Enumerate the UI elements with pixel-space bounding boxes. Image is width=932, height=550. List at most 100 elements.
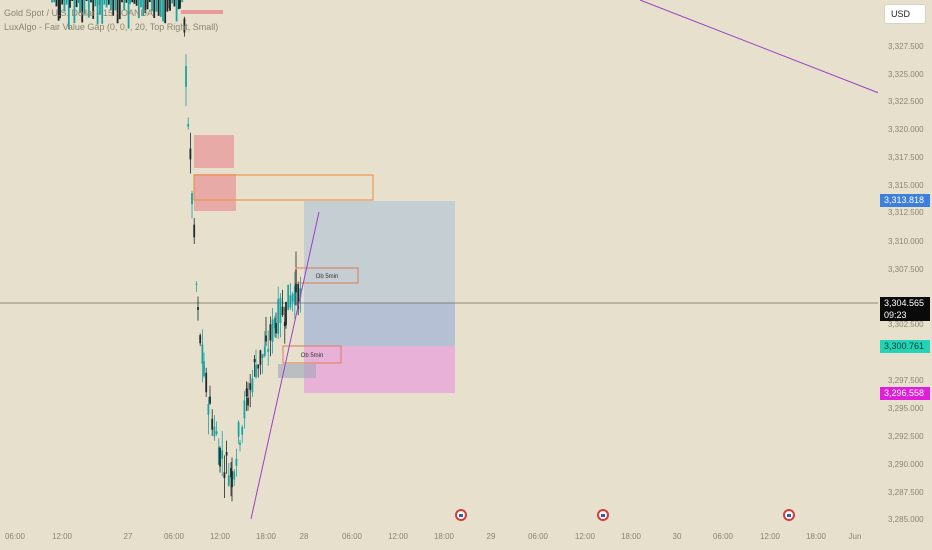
- candle-body: [148, 0, 151, 3]
- time-label: 18:00: [620, 532, 642, 541]
- supply-zone-upper: [194, 135, 234, 168]
- candle-body: [275, 322, 277, 334]
- current-price-value: 3,304.565: [884, 298, 925, 308]
- supply-zone-lower: [194, 174, 236, 211]
- candle-body: [225, 452, 228, 456]
- candle-body: [110, 0, 112, 11]
- time-label: 12:00: [209, 532, 231, 541]
- candle-body: [297, 284, 300, 309]
- time-label: 12:00: [759, 532, 781, 541]
- candle-body: [53, 0, 56, 3]
- candle-body: [101, 0, 104, 24]
- candle-body: [103, 0, 106, 5]
- time-label: 18:00: [255, 532, 277, 541]
- candle-body: [227, 475, 230, 486]
- chart-header: Gold Spot / U.S. Dollar · 15 · OANDA Lux…: [4, 6, 218, 34]
- candle-body: [151, 0, 153, 12]
- price-tick: 3,287.500: [888, 488, 924, 497]
- candle-body: [223, 472, 226, 479]
- candle-body: [231, 471, 233, 488]
- candle-body: [79, 0, 81, 13]
- time-label: 06:00: [4, 532, 26, 541]
- candle-body: [90, 0, 92, 3]
- candle-body: [83, 0, 86, 15]
- candle-body: [142, 0, 145, 16]
- price-tick: 3,307.500: [888, 265, 924, 274]
- header-marker: [181, 10, 223, 14]
- candle-body: [175, 0, 178, 22]
- candle-body: [146, 0, 149, 10]
- candle-body: [239, 442, 241, 445]
- candle-body: [155, 0, 158, 12]
- indicator-title[interactable]: LuxAlgo - Fair Value Gap (0, 0, , 20, To…: [4, 22, 219, 32]
- candle-body: [164, 0, 167, 24]
- us-flag-icon[interactable]: [597, 509, 609, 521]
- candle-body: [247, 397, 249, 406]
- bar-countdown: 09:23: [884, 310, 907, 320]
- ob-lower-box: [282, 345, 342, 364]
- candle-body: [179, 0, 181, 9]
- candle-body: [230, 468, 232, 478]
- candle-body: [127, 0, 130, 29]
- candle-body: [253, 359, 256, 363]
- candle-body: [217, 447, 220, 465]
- candle-body: [193, 224, 196, 238]
- candle-body: [201, 344, 204, 364]
- entry-price-tag: 3,300.761: [880, 340, 930, 353]
- us-flag-icon[interactable]: [455, 509, 467, 521]
- chart-area[interactable]: Ob 5min Ob 5min Gold Spot / U.S. Dollar ·…: [0, 0, 878, 526]
- candle-body: [203, 361, 205, 377]
- candle-body: [59, 0, 61, 19]
- price-tick: 3,325.000: [888, 70, 924, 79]
- time-axis[interactable]: [0, 526, 932, 550]
- price-tick: 3,317.500: [888, 153, 924, 162]
- candle-body: [135, 0, 138, 6]
- candle-body: [277, 299, 280, 334]
- time-label: 06:00: [163, 532, 185, 541]
- candle-body: [51, 0, 53, 3]
- candle-body: [219, 447, 221, 467]
- price-tick: 3,285.000: [888, 515, 924, 524]
- us-flag-icon[interactable]: [783, 509, 795, 521]
- price-tick: 3,297.500: [888, 376, 924, 385]
- candle-body: [251, 378, 254, 393]
- candle-body: [137, 0, 140, 19]
- candle-body: [107, 0, 110, 5]
- price-tick: 3,292.500: [888, 432, 924, 441]
- candle-body: [99, 0, 101, 15]
- candle-body: [191, 193, 193, 205]
- time-label: 06:00: [527, 532, 549, 541]
- candle-body: [197, 307, 199, 311]
- price-tick: 3,302.500: [888, 320, 924, 329]
- candle-body: [159, 0, 162, 17]
- price-tick: 3,290.000: [888, 460, 924, 469]
- candle-body: [129, 0, 131, 5]
- time-label: 12:00: [574, 532, 596, 541]
- candle-body: [166, 0, 169, 12]
- candlestick-plot[interactable]: Ob 5min Ob 5min: [0, 0, 878, 526]
- price-tick: 3,312.500: [888, 208, 924, 217]
- price-axis[interactable]: [878, 0, 932, 526]
- candle-body: [77, 0, 80, 4]
- currency-button[interactable]: USD: [884, 4, 926, 24]
- descending-trendline: [639, 0, 878, 94]
- candle-body: [181, 0, 184, 3]
- candle-body: [287, 284, 290, 310]
- candle-body: [153, 0, 156, 18]
- symbol-title[interactable]: Gold Spot / U.S. Dollar · 15 · OANDA: [4, 8, 154, 18]
- candle-body: [73, 0, 76, 23]
- candle-body: [233, 471, 236, 480]
- candle-body: [189, 148, 192, 160]
- candle-body: [144, 0, 147, 13]
- candle-body: [71, 0, 74, 1]
- loss-zone: [304, 346, 455, 393]
- ascending-trendline: [250, 211, 320, 520]
- candle-body: [267, 348, 270, 352]
- candle-body: [289, 295, 292, 308]
- candle-body: [187, 123, 190, 127]
- candle-body: [263, 346, 266, 356]
- candle-body: [105, 0, 108, 8]
- candle-body: [265, 335, 267, 342]
- ob-upper-box: [295, 267, 359, 284]
- candle-body: [211, 418, 214, 430]
